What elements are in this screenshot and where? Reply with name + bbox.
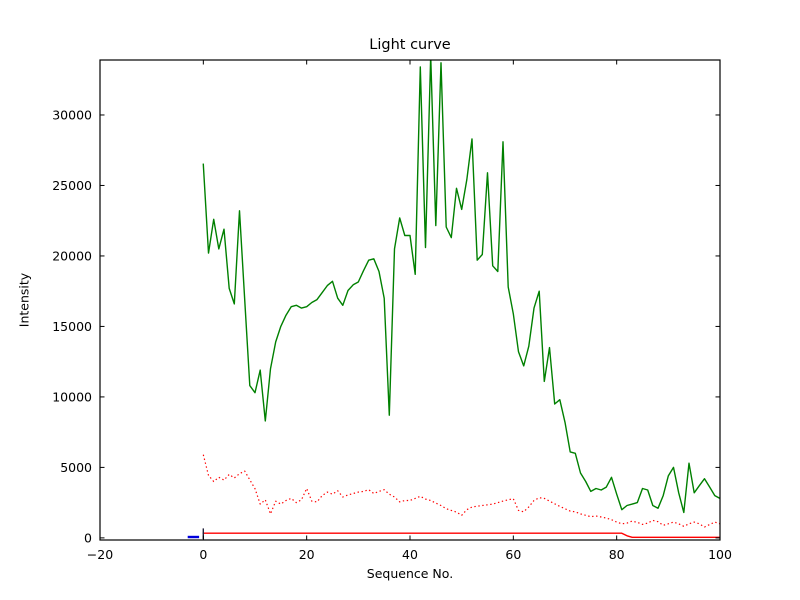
chart-title: Light curve [369, 37, 451, 53]
x-tick-label: 60 [505, 547, 521, 562]
series-group [187, 60, 720, 539]
y-axis-label: Intensity [16, 272, 32, 328]
y-tick-label: 25000 [52, 178, 92, 193]
y-tick-label: 5000 [60, 460, 92, 475]
x-tick-label: 20 [299, 547, 315, 562]
series-intensity-dotted [202, 454, 720, 528]
x-tick-label: 40 [402, 547, 418, 562]
series-intensity-main [202, 60, 720, 514]
x-tick-label: −20 [87, 547, 113, 562]
y-tick-label: 30000 [52, 107, 92, 122]
y-tick-label: 15000 [52, 319, 92, 334]
y-tick-label: 20000 [52, 248, 92, 263]
y-tick-label: 0 [84, 530, 92, 545]
y-tick-label: 10000 [52, 389, 92, 404]
x-tick-label: 80 [609, 547, 625, 562]
axes-frame [99, 59, 721, 541]
series-background-level [202, 532, 720, 538]
x-axis-label: Sequence No. [366, 566, 454, 581]
x-tick-label: 100 [708, 547, 732, 562]
x-tick-label: 0 [199, 547, 207, 562]
